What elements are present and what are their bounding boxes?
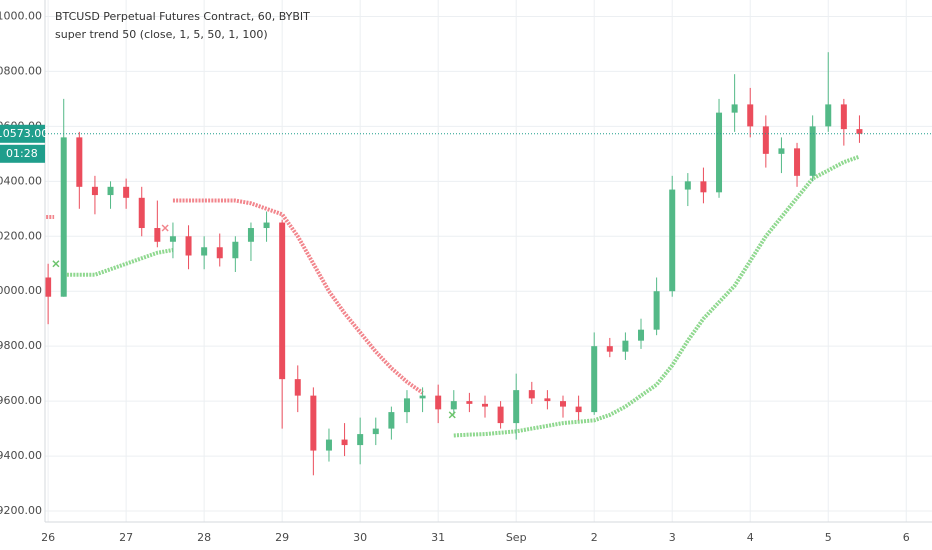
candle-body [76, 137, 83, 187]
candle-body [497, 406, 504, 424]
last-price-label: 10573.00 [0, 127, 48, 140]
candle-body [466, 401, 473, 404]
candle-body [638, 329, 645, 341]
candle-body [481, 403, 488, 407]
candle-body [123, 186, 130, 198]
candle-body [544, 398, 551, 402]
x-tick-label: Sep [506, 531, 527, 544]
signal-marker [52, 260, 60, 268]
candle-body [513, 390, 520, 424]
candle-body [169, 236, 176, 242]
candle-body [653, 291, 660, 330]
y-tick-label: 9600.00 [0, 394, 42, 407]
candle-body [669, 189, 676, 292]
candle-body [403, 398, 410, 413]
y-tick-label: 10800.00 [0, 64, 42, 77]
plot [45, 52, 932, 476]
candle-body [154, 228, 161, 242]
candle-body [560, 401, 567, 407]
candle-body [279, 222, 286, 380]
candle-body [91, 186, 98, 196]
candle-body [325, 439, 332, 451]
candle-body [747, 104, 754, 127]
candle-body [232, 241, 239, 259]
candle-body [450, 401, 457, 410]
candle-body [357, 434, 364, 446]
candle-body [762, 126, 769, 154]
candle-body [700, 181, 707, 193]
y-tick-label: 9200.00 [0, 504, 42, 517]
countdown-box [0, 144, 45, 163]
candle-body [201, 247, 208, 256]
candle-body [372, 428, 379, 435]
x-tick-label: 29 [275, 531, 289, 544]
axes: 9200.00 9400.00 9600.00 9800.00 10000.00 1020… [0, 9, 910, 544]
y-tick-label: 10200.00 [0, 229, 42, 242]
y-tick-label: 10400.00 [0, 174, 42, 187]
x-tick-label: 31 [431, 531, 445, 544]
last-price-box [0, 124, 45, 143]
candle-body [528, 390, 535, 399]
x-tick-label: 26 [41, 531, 55, 544]
candle-body [419, 395, 426, 399]
candle-body [263, 222, 270, 229]
chart-title: BTCUSD Perpetual Futures Contract, 60, B… [55, 10, 310, 23]
candle-body [216, 247, 223, 259]
indicator-label: super trend 50 (close, 1, 5, 50, 1, 100) [55, 28, 268, 41]
candle-body [310, 395, 317, 451]
supertrend-line [46, 198, 424, 395]
candle-body [606, 346, 613, 352]
signal-marker [161, 224, 169, 232]
candle-body [294, 379, 301, 396]
candle-body [731, 104, 738, 113]
y-tick-label: 11000.00 [0, 9, 42, 22]
y-tick-label: 9400.00 [0, 449, 42, 462]
candle-body [684, 181, 691, 190]
y-tick-label: 9800.00 [0, 339, 42, 352]
candle-body [794, 148, 801, 176]
candle-body [435, 395, 442, 410]
x-tick-label: 30 [353, 531, 367, 544]
candle-body [107, 186, 114, 196]
y-tick-label: 10000.00 [0, 284, 42, 297]
candle-body [591, 346, 598, 413]
candle-body [856, 129, 863, 134]
x-tick-label: 5 [825, 531, 832, 544]
candle-body [341, 439, 348, 446]
x-tick-label: 4 [747, 531, 754, 544]
candle-body [185, 236, 192, 256]
supertrend-line [63, 154, 861, 438]
candle-body [45, 277, 52, 297]
x-tick-label: 28 [197, 531, 211, 544]
candle-body [247, 228, 254, 242]
x-tick-label: 3 [669, 531, 676, 544]
candle-body [809, 126, 816, 176]
candle-body [622, 340, 629, 352]
candle-body [388, 412, 395, 429]
candle-body [60, 137, 67, 297]
candle-body [825, 104, 832, 127]
signal-marker [448, 411, 456, 419]
candle-body [840, 104, 847, 130]
candle-body [575, 406, 582, 413]
candle-body [778, 148, 785, 154]
countdown-label: 01:28 [6, 147, 38, 160]
candle-body [716, 112, 723, 193]
candle-body [138, 197, 145, 229]
x-tick-label: 6 [903, 531, 910, 544]
x-tick-label: 2 [591, 531, 598, 544]
x-tick-label: 27 [119, 531, 133, 544]
